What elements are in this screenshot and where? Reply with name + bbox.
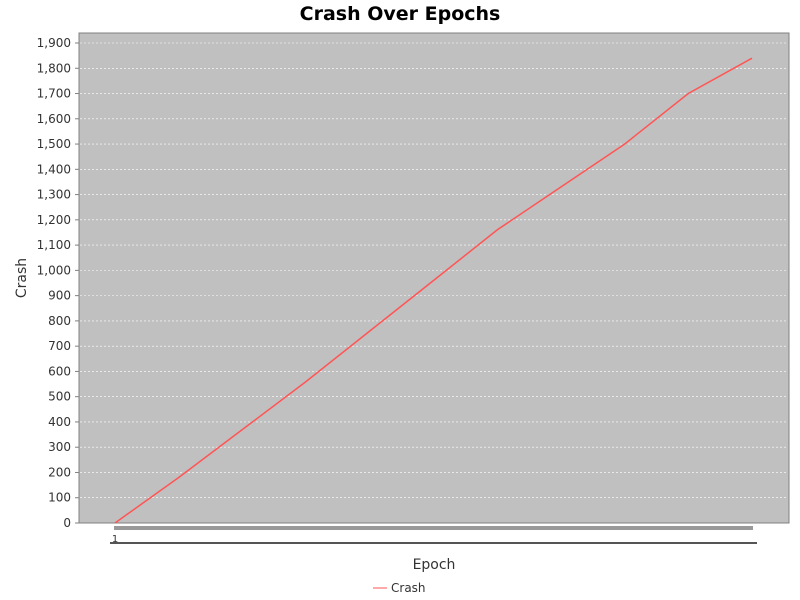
y-tick-label: 1,500 xyxy=(37,137,71,151)
legend-label-crash: Crash xyxy=(391,581,426,595)
chart-title: Crash Over Epochs xyxy=(300,3,501,25)
y-tick-label: 1,900 xyxy=(37,36,71,50)
y-tick-label: 1,100 xyxy=(37,238,71,252)
y-tick-label: 1,200 xyxy=(37,213,71,227)
y-tick-label: 1,800 xyxy=(37,61,71,75)
y-tick-label: 500 xyxy=(48,390,71,404)
y-axis: 0 100 200 300 400 500 600 700 800 900 1,000 1,100 1,… xyxy=(37,36,79,530)
legend: Crash xyxy=(373,581,426,595)
x-ticks: 1 xyxy=(112,534,118,545)
y-tick-label: 1,600 xyxy=(37,112,71,126)
y-tick-label: 700 xyxy=(48,339,71,353)
x-axis-band xyxy=(114,526,753,530)
y-tick-label: 0 xyxy=(63,516,71,530)
grid-lines xyxy=(80,42,788,499)
y-tick-label: 200 xyxy=(48,465,71,479)
y-tick-label: 800 xyxy=(48,314,71,328)
y-tick-label: 1,000 xyxy=(37,263,71,277)
y-tick-label: 1,300 xyxy=(37,188,71,202)
series-line-crash xyxy=(114,57,753,524)
y-tick-label: 900 xyxy=(48,289,71,303)
x-tick-label: 1 xyxy=(112,534,118,545)
y-axis-label: Crash xyxy=(14,258,30,298)
y-tick-label: 300 xyxy=(48,440,71,454)
y-tick-label: 1,400 xyxy=(37,162,71,176)
y-tick-label: 100 xyxy=(48,491,71,505)
y-tick-label: 600 xyxy=(48,364,71,378)
x-axis-label: Epoch xyxy=(413,557,456,573)
series-layer xyxy=(114,57,753,524)
y-tick-label: 1,700 xyxy=(37,87,71,101)
y-tick-label: 400 xyxy=(48,415,71,429)
plot-area xyxy=(78,32,790,524)
